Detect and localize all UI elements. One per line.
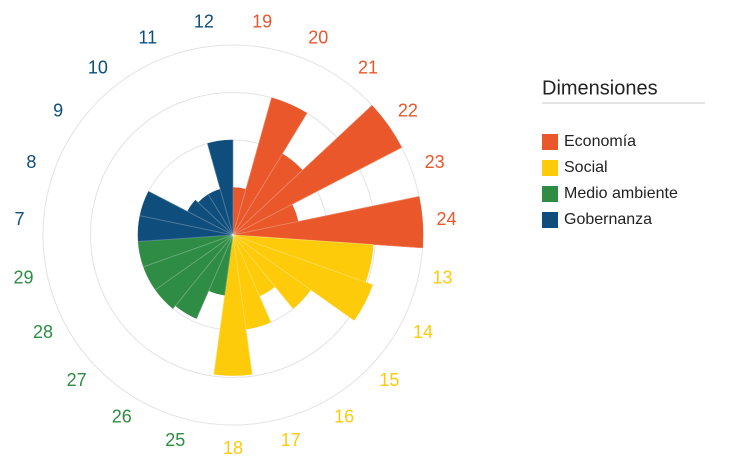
wedge: [232, 196, 424, 249]
category-label: 18: [223, 438, 243, 458]
legend-swatch: [542, 186, 558, 202]
wedge: [232, 234, 311, 310]
category-label: 21: [358, 58, 378, 78]
category-label: 11: [138, 27, 157, 47]
radial-line: [232, 234, 423, 249]
radial-line: [232, 104, 373, 236]
wedge: [207, 139, 234, 236]
wedge: [139, 190, 234, 236]
radial-line: [232, 234, 389, 345]
radial-line: [232, 234, 354, 383]
category-label: 20: [308, 27, 328, 47]
radial-line: [77, 234, 234, 345]
category-label: 29: [13, 267, 33, 287]
category-label: 27: [67, 370, 87, 390]
radial-line: [206, 234, 234, 424]
radial-line: [43, 234, 234, 249]
radial-line: [232, 234, 260, 424]
category-label: 17: [281, 430, 301, 450]
legend-label: Medio ambiente: [564, 185, 678, 202]
legend-label: Social: [564, 159, 608, 176]
radial-line: [156, 234, 234, 410]
category-label: 9: [53, 100, 63, 120]
wedge: [187, 199, 234, 236]
radial-line: [232, 234, 310, 410]
category-label: 15: [379, 370, 399, 390]
radial-line: [93, 104, 234, 236]
radial-line: [232, 72, 333, 236]
category-label: 7: [14, 209, 24, 229]
wedge: [213, 234, 253, 376]
category-label: 28: [33, 322, 53, 342]
category-label: 12: [194, 12, 214, 32]
wedge: [232, 97, 308, 236]
legend-label: Gobernanza: [564, 211, 652, 228]
category-label: 8: [26, 152, 36, 172]
category-label: 23: [425, 152, 445, 172]
radial-line: [53, 234, 234, 300]
radial-line: [133, 72, 234, 236]
radial-line: [232, 51, 285, 236]
category-label: 25: [165, 430, 185, 450]
legend-label: Economía: [564, 133, 636, 150]
legend-swatch: [542, 160, 558, 176]
legend-swatch: [542, 134, 558, 150]
category-label: 22: [398, 100, 418, 120]
category-label: 14: [413, 322, 433, 342]
wedge: [232, 104, 403, 236]
radial-line: [112, 234, 234, 383]
category-label: 19: [252, 12, 272, 32]
radial-line: [181, 51, 234, 236]
radial-line: [232, 195, 420, 236]
category-label: 16: [334, 407, 354, 427]
category-label: 10: [88, 58, 108, 78]
radial-line: [232, 147, 402, 236]
category-label: 24: [436, 209, 456, 229]
category-label: 26: [112, 407, 132, 427]
category-label: 13: [433, 267, 453, 287]
radial-line: [64, 147, 234, 236]
radial-line: [46, 195, 234, 236]
radial-line: [232, 234, 413, 300]
legend-title: Dimensiones: [542, 77, 658, 99]
legend-swatch: [542, 212, 558, 228]
wedge: [232, 234, 373, 321]
